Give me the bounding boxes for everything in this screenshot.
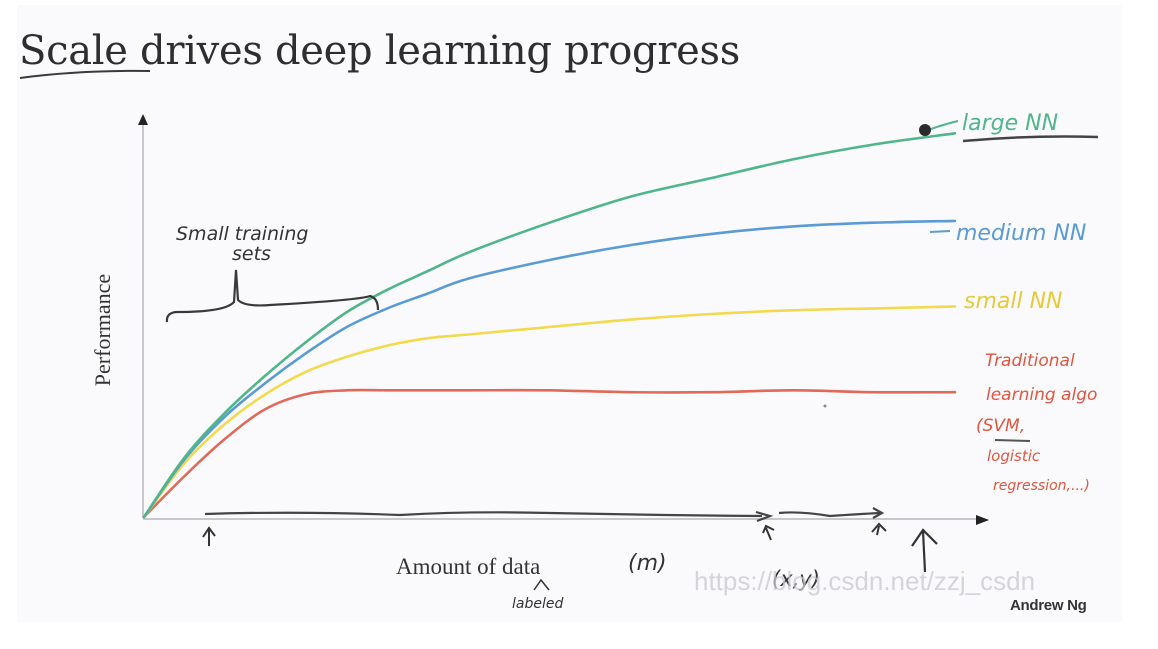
title-text: Scale drives deep learning progress xyxy=(19,28,740,74)
label-large-nn: large NN xyxy=(962,111,1058,136)
svm-underline xyxy=(994,439,1031,442)
caret-icon xyxy=(533,578,550,591)
author-credit: Andrew Ng xyxy=(1010,597,1087,614)
up-arrow-icon xyxy=(911,528,938,573)
large-nn-leader xyxy=(930,120,959,130)
label-traditional-4: logistic xyxy=(987,447,1041,465)
x-label-labeled: labeled xyxy=(512,596,563,612)
curve-large xyxy=(142,132,957,519)
slide-title: Scale drives deep learning progress xyxy=(19,28,740,74)
brace-label-2: sets xyxy=(232,243,271,265)
label-traditional-1: Traditional xyxy=(985,351,1075,371)
y-axis-label: Performance xyxy=(90,274,115,386)
x-label-m: (m) xyxy=(628,551,667,576)
label-small-nn: small NN xyxy=(964,289,1063,314)
up-arrow-icon xyxy=(202,526,216,546)
chart-curves xyxy=(142,132,957,519)
stray-dot xyxy=(823,404,827,408)
brace-label-1: Small training xyxy=(176,223,308,245)
title-underline xyxy=(19,69,151,79)
medium-nn-leader xyxy=(929,230,951,233)
curve-traditional xyxy=(142,388,957,519)
y-axis-arrow-icon xyxy=(138,114,148,125)
brace-icon xyxy=(165,269,380,323)
curve-small xyxy=(142,305,957,519)
x-axis-arrow-icon xyxy=(976,515,989,525)
label-traditional-5: regression,...) xyxy=(993,478,1090,494)
watermark: https://blog.csdn.net/zzj_csdn xyxy=(694,566,1036,596)
label-medium-nn: medium NN xyxy=(956,221,1086,246)
data-range-arrowhead-icon xyxy=(755,510,774,523)
curve-medium xyxy=(142,219,957,519)
label-traditional-3: (SVM, xyxy=(976,416,1025,436)
up-arrow-icon xyxy=(871,522,887,536)
x-axis-label: Amount of data xyxy=(396,554,540,579)
labeled-range-arrowhead-icon xyxy=(872,507,885,519)
x-label-xy: (x,y) xyxy=(772,567,820,591)
label-traditional-2: learning algo xyxy=(986,385,1097,405)
data-range-arrow xyxy=(204,511,763,518)
large-nn-underline xyxy=(962,135,1099,143)
large-nn-marker xyxy=(919,124,931,136)
labeled-range-arrow xyxy=(778,511,881,518)
up-arrow-icon xyxy=(762,524,775,541)
